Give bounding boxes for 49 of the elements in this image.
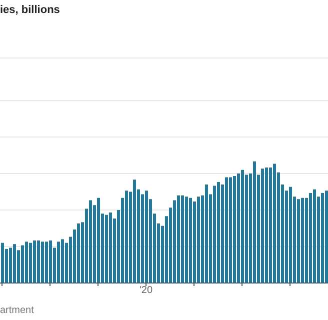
bar <box>321 193 324 283</box>
text: artment <box>0 305 34 316</box>
bar <box>33 240 36 283</box>
bar <box>45 242 48 283</box>
bar <box>177 195 180 283</box>
bar <box>205 184 208 283</box>
bar <box>25 242 28 283</box>
bar <box>105 214 108 283</box>
bar <box>213 186 216 283</box>
bar <box>181 195 184 283</box>
bar <box>197 196 200 283</box>
bar <box>325 190 328 283</box>
bar <box>29 242 32 283</box>
bar <box>233 176 236 283</box>
bar <box>289 186 292 283</box>
bar <box>89 200 92 283</box>
bar <box>301 198 304 283</box>
chart-title: ies, billions <box>0 4 60 16</box>
bar <box>13 244 16 283</box>
bar <box>1 242 4 283</box>
bar <box>41 242 44 283</box>
bar <box>225 177 228 283</box>
bar <box>253 161 256 283</box>
bar <box>269 167 272 283</box>
bar <box>297 199 300 283</box>
bar <box>57 242 60 283</box>
bar <box>185 196 188 283</box>
bar <box>21 245 24 283</box>
bar <box>237 174 240 283</box>
bar <box>241 170 244 283</box>
bar <box>145 190 148 283</box>
bar <box>133 180 136 283</box>
bar <box>97 198 100 283</box>
bar <box>189 198 192 283</box>
bar <box>109 212 112 283</box>
bar <box>37 240 40 283</box>
bar <box>217 182 220 283</box>
bar <box>49 240 52 283</box>
bar <box>273 164 276 283</box>
bar <box>77 223 80 283</box>
bar <box>9 248 12 283</box>
bar <box>261 168 264 283</box>
bar <box>229 177 232 283</box>
bar <box>125 190 128 283</box>
bar <box>61 239 64 283</box>
text: '20 <box>138 285 154 296</box>
bar <box>309 193 312 283</box>
bar <box>265 167 268 283</box>
bar <box>313 189 316 283</box>
